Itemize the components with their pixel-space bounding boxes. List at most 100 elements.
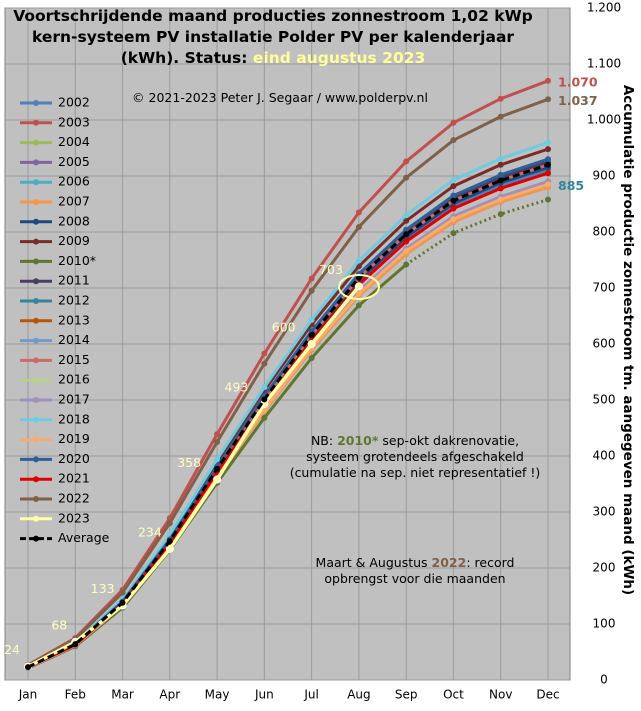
- legend-label: 2022: [58, 491, 90, 506]
- marker: [450, 216, 457, 223]
- marker: [545, 170, 551, 177]
- marker: [166, 538, 173, 545]
- marker: [355, 223, 362, 230]
- marker: [308, 287, 315, 294]
- marker: [545, 181, 551, 188]
- series-line: [27, 97, 549, 667]
- marker: [355, 302, 362, 309]
- marker: [165, 544, 174, 553]
- marker: [403, 158, 410, 165]
- marker: [403, 217, 410, 224]
- marker: [214, 431, 221, 438]
- note-text: sep-okt dakrenovatie,: [378, 433, 520, 448]
- legend-label: 2006: [58, 174, 90, 189]
- title: Voortschrijdende maand producties zonnes…: [8, 6, 538, 69]
- legend-label: 2002: [58, 95, 90, 110]
- legend-marker: [33, 238, 39, 245]
- marker: [354, 282, 363, 291]
- marker: [403, 174, 410, 181]
- marker: [497, 185, 504, 192]
- end-label: 1.037: [558, 93, 598, 108]
- legend-marker: [33, 278, 39, 285]
- legend-label: 2009: [58, 233, 90, 248]
- marker: [25, 664, 31, 671]
- title-text: Voortschrijdende maand producties zonnes…: [13, 7, 533, 67]
- marker: [403, 261, 410, 268]
- y-tick-label: 100: [593, 617, 616, 631]
- x-tick-label: Jan: [18, 688, 38, 702]
- note: Maart & Augustus 2022: record opbrengst v…: [265, 555, 565, 587]
- legend-marker: [33, 397, 39, 403]
- marker: [497, 95, 504, 102]
- legend-label: 2018: [58, 411, 90, 426]
- legend-label: 2008: [58, 213, 90, 228]
- y-tick-label: 0: [600, 673, 608, 687]
- legend-label: 2011: [58, 273, 90, 288]
- legend-marker: [33, 456, 39, 463]
- marker: [497, 196, 504, 203]
- legend-label: 2017: [58, 392, 90, 407]
- subtitle: © 2021-2023 Peter J. Segaar / www.polder…: [132, 90, 428, 105]
- legend-marker: [33, 199, 39, 205]
- marker: [497, 177, 504, 184]
- data-label: 24: [4, 642, 20, 657]
- note: NB: 2010* sep-okt dakrenovatie, systeem g…: [265, 433, 565, 481]
- marker: [72, 641, 79, 648]
- series-line: [27, 140, 549, 668]
- marker: [308, 355, 315, 361]
- marker: [545, 96, 551, 103]
- x-tick-label: Apr: [159, 688, 180, 702]
- y-tick-label: 200: [593, 561, 616, 575]
- y-tick-label: 1.200: [587, 1, 621, 15]
- marker: [545, 146, 551, 153]
- legend-label: 2003: [58, 114, 90, 129]
- legend-marker: [33, 476, 39, 483]
- legend-label: 2004: [58, 134, 90, 149]
- y-tick-label: 500: [593, 393, 616, 407]
- marker: [261, 414, 268, 421]
- marker: [355, 290, 362, 297]
- legend-label: 2020: [58, 451, 90, 466]
- legend-marker: [33, 337, 39, 344]
- marker: [355, 257, 362, 264]
- legend-marker: [33, 139, 39, 146]
- end-label: 1.070: [558, 74, 598, 89]
- legend-marker: [33, 179, 39, 186]
- legend-marker: [33, 258, 39, 265]
- x-tick-label: Jun: [254, 688, 274, 702]
- legend-label: 2016: [58, 372, 90, 387]
- marker: [119, 589, 126, 596]
- legend-marker: [33, 535, 39, 542]
- legend-marker: [33, 436, 39, 443]
- legend-label: 2005: [58, 154, 90, 169]
- marker: [355, 209, 362, 216]
- legend-marker: [33, 357, 39, 364]
- legend-marker: [33, 377, 39, 384]
- legend-marker: [33, 100, 39, 106]
- legend-label: 2023: [58, 510, 90, 525]
- x-tick-label: Jul: [303, 688, 318, 702]
- legend-label: 2019: [58, 431, 90, 446]
- y-tick-label: 1.000: [587, 113, 621, 127]
- x-tick-label: Sep: [395, 688, 418, 702]
- marker: [214, 465, 221, 472]
- marker: [497, 171, 504, 178]
- x-tick-label: Oct: [443, 688, 464, 702]
- marker: [545, 161, 551, 168]
- marker: [119, 599, 126, 606]
- marker: [545, 156, 551, 163]
- legend-label: 2012: [58, 293, 90, 308]
- y-tick-label: 900: [593, 169, 616, 183]
- marker: [403, 226, 410, 233]
- legend-label: 2015: [58, 352, 90, 367]
- marker: [403, 212, 410, 219]
- legend-label: 2010*: [58, 253, 96, 268]
- legend-marker: [33, 298, 39, 304]
- note-text: opbrengst voor die maanden: [324, 571, 506, 586]
- y-tick-label: 600: [593, 337, 616, 351]
- marker: [261, 360, 268, 367]
- y-tick-label: 1.100: [587, 57, 621, 71]
- note-text: (cumulatie na sep. niet representatief !…: [289, 465, 541, 480]
- marker: [308, 332, 315, 339]
